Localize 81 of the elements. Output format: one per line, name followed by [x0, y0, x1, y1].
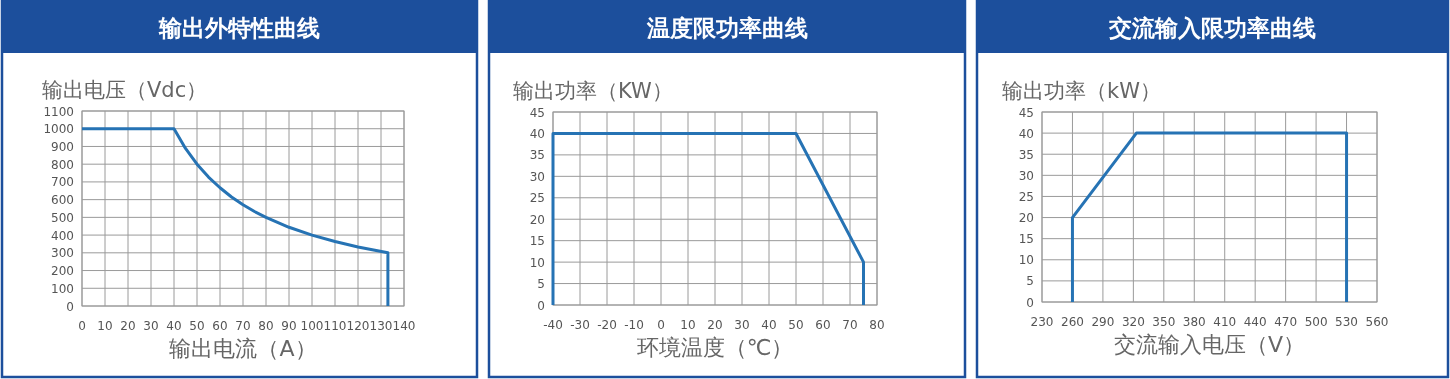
y-tick-label: 20: [529, 212, 545, 227]
y-tick-label: 45: [1018, 105, 1034, 120]
y-tick-label: 700: [51, 175, 74, 190]
y-tick-label: 35: [529, 148, 545, 163]
x-tick-label: 10: [680, 318, 696, 332]
y-tick-label: 15: [1018, 232, 1034, 247]
y-tick-label: 0: [1026, 295, 1034, 310]
x-tick-label: 530: [1335, 315, 1358, 329]
y-tick-label: 5: [1026, 274, 1034, 289]
x-tick-label: 500: [1304, 315, 1328, 329]
x-tick-label: 140: [392, 319, 416, 333]
x-tick-label: -40: [543, 318, 563, 332]
y-tick-label: 900: [51, 139, 74, 154]
y-tick-label: 1100: [43, 104, 74, 119]
y-tick-label: 200: [51, 264, 74, 279]
x-tick-label: 20: [707, 318, 723, 332]
y-tick-label: 10: [1018, 253, 1034, 268]
x-tick-label: 80: [258, 319, 274, 333]
y-tick-label: 40: [1018, 126, 1034, 141]
x-tick-label: 560: [1365, 315, 1389, 329]
x-tick-label: -30: [570, 318, 590, 332]
x-tick-label: 110: [323, 319, 347, 333]
x-tick-label: 290: [1091, 315, 1115, 329]
x-tick-label: 40: [761, 318, 777, 332]
y-tick-label: 30: [1018, 168, 1034, 183]
y-tick-label: 600: [51, 193, 74, 208]
x-tick-label: 130: [369, 319, 393, 333]
y-tick-label: 30: [529, 169, 545, 184]
y-tick-label: 100: [51, 281, 74, 296]
chart-title: 温度限功率曲线: [645, 15, 808, 41]
x-axis-title: 输出电流（A）: [169, 336, 317, 361]
x-tick-label: -10: [624, 318, 644, 332]
y-tick-label: 35: [1018, 147, 1034, 162]
y-tick-label: 0: [66, 299, 74, 314]
x-tick-label: 80: [869, 318, 885, 332]
y-axis-title: 输出电压（Vdc）: [42, 78, 208, 102]
y-tick-label: 25: [1018, 189, 1034, 204]
y-tick-label: 800: [51, 157, 74, 172]
x-tick-label: 30: [143, 319, 159, 333]
x-tick-label: 100: [300, 319, 324, 333]
chart-title: 输出外特性曲线: [158, 15, 320, 41]
x-tick-label: 50: [788, 318, 804, 332]
y-tick-label: 20: [1018, 211, 1034, 226]
x-tick-label: 60: [815, 318, 831, 332]
y-tick-label: 5: [537, 277, 545, 292]
y-tick-label: 25: [529, 191, 545, 206]
x-tick-label: 10: [97, 319, 113, 333]
y-tick-label: 500: [51, 210, 74, 225]
x-tick-label: 380: [1182, 315, 1206, 329]
x-tick-label: 70: [235, 319, 251, 333]
x-tick-label: 260: [1061, 315, 1084, 329]
y-tick-label: 1000: [43, 122, 74, 137]
x-tick-label: 440: [1243, 315, 1267, 329]
x-tick-label: 60: [212, 319, 228, 333]
y-tick-label: 400: [51, 228, 74, 243]
chart-title: 交流输入限功率曲线: [1108, 15, 1316, 41]
x-tick-label: 120: [346, 319, 370, 333]
x-tick-label: 20: [120, 319, 136, 333]
x-tick-label: 230: [1030, 315, 1054, 329]
y-tick-label: 45: [529, 105, 545, 120]
y-tick-label: 300: [51, 246, 74, 261]
x-tick-label: 410: [1213, 315, 1237, 329]
x-tick-label: 470: [1274, 315, 1298, 329]
x-axis-title: 交流输入电压（V）: [1113, 332, 1306, 357]
x-tick-label: 350: [1152, 315, 1176, 329]
y-tick-label: 40: [529, 126, 545, 141]
x-tick-label: 0: [657, 318, 665, 332]
x-tick-label: 40: [166, 319, 182, 333]
x-tick-label: 70: [842, 318, 858, 332]
y-tick-label: 15: [529, 234, 545, 249]
x-axis-title: 环境温度（℃）: [636, 335, 794, 360]
x-tick-label: 90: [281, 319, 297, 333]
x-tick-label: 0: [78, 319, 86, 333]
x-tick-label: 320: [1121, 315, 1145, 329]
x-tick-label: -20: [597, 318, 617, 332]
y-tick-label: 10: [529, 255, 545, 270]
y-tick-label: 0: [537, 298, 545, 313]
y-axis-title: 输出功率（kW）: [1002, 79, 1161, 103]
x-tick-label: 30: [734, 318, 750, 332]
x-tick-label: 50: [189, 319, 205, 333]
y-axis-title: 输出功率（KW）: [513, 79, 673, 103]
